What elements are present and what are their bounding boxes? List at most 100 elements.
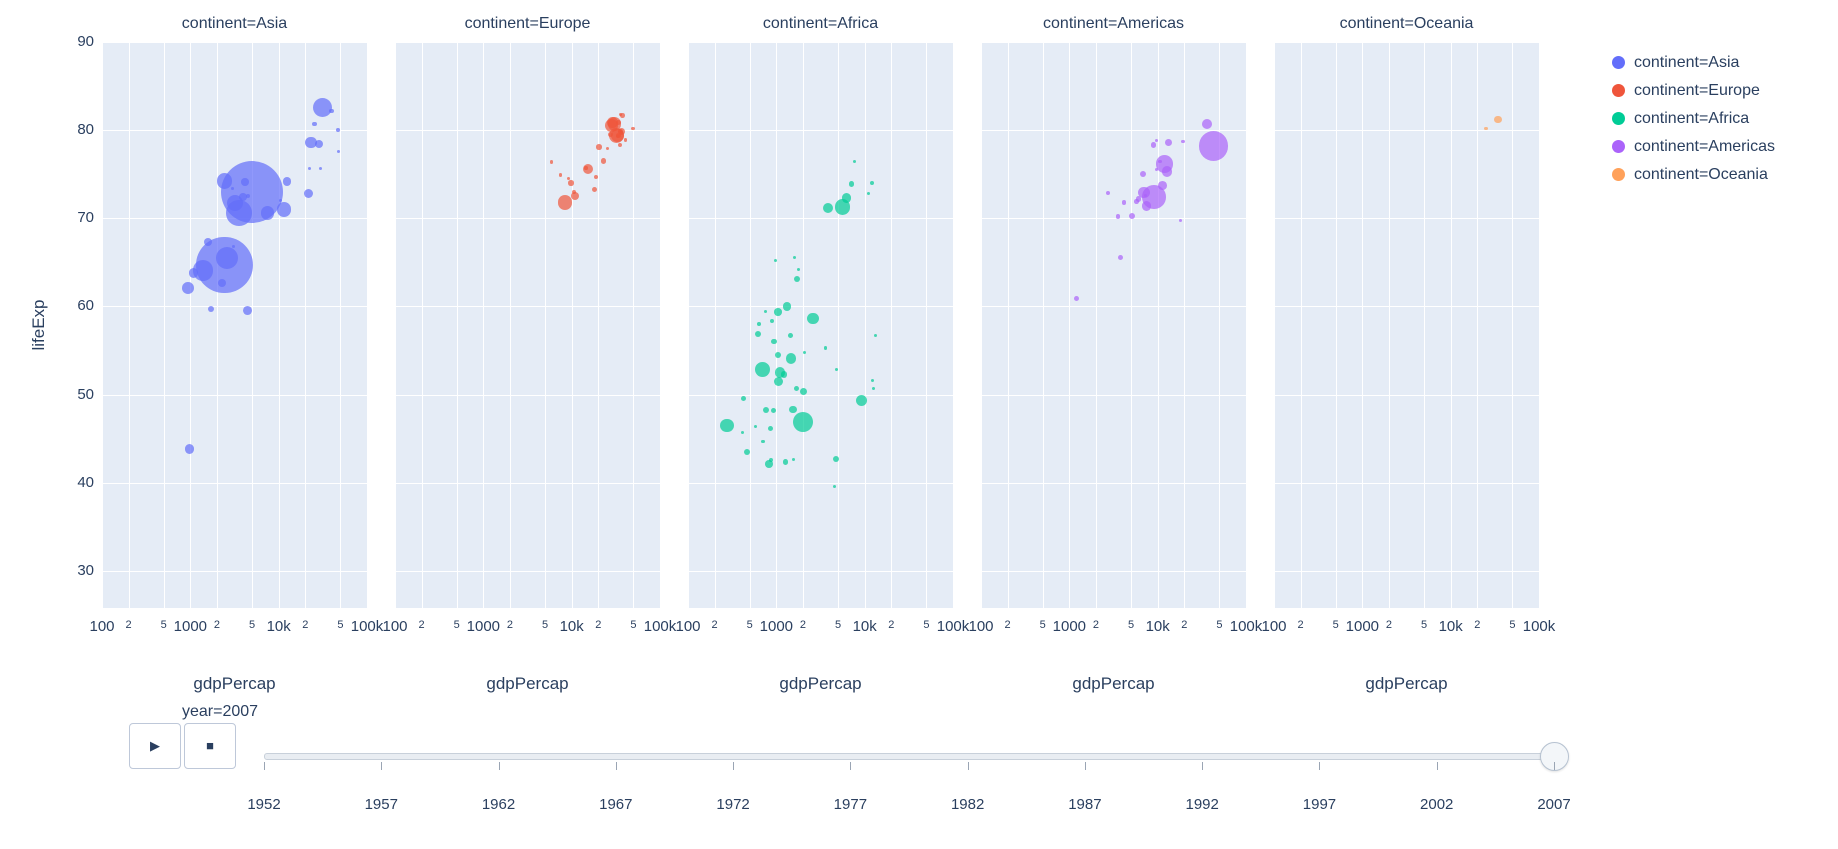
scatter-point[interactable]: [570, 192, 579, 201]
scatter-point[interactable]: [568, 180, 574, 186]
scatter-point[interactable]: [1164, 139, 1172, 146]
scatter-point[interactable]: [607, 131, 614, 138]
scatter-point[interactable]: [207, 305, 215, 313]
scatter-point[interactable]: [1129, 212, 1136, 219]
scatter-point[interactable]: [793, 412, 814, 432]
scatter-point[interactable]: [870, 379, 874, 383]
scatter-point[interactable]: [856, 395, 868, 407]
scatter-point[interactable]: [1141, 201, 1151, 211]
slider-tick-label[interactable]: 1997: [1302, 796, 1337, 813]
scatter-point[interactable]: [312, 121, 317, 127]
scatter-point[interactable]: [1181, 139, 1185, 144]
scatter-point[interactable]: [789, 406, 797, 414]
scatter-point[interactable]: [744, 448, 751, 455]
scatter-point[interactable]: [182, 282, 195, 294]
scatter-point[interactable]: [782, 458, 789, 465]
scatter-point[interactable]: [618, 129, 624, 135]
scatter-point[interactable]: [773, 376, 784, 387]
scatter-point[interactable]: [802, 350, 806, 354]
scatter-point[interactable]: [792, 458, 796, 462]
scatter-point[interactable]: [720, 418, 735, 433]
scatter-point[interactable]: [593, 174, 598, 179]
scatter-point[interactable]: [571, 189, 577, 195]
scatter-point[interactable]: [550, 160, 554, 164]
scatter-point[interactable]: [1155, 168, 1159, 172]
scatter-point[interactable]: [1154, 139, 1158, 143]
scatter-point[interactable]: [768, 425, 774, 431]
slider-track[interactable]: [264, 753, 1564, 760]
scatter-point[interactable]: [619, 112, 623, 116]
scatter-point[interactable]: [771, 339, 777, 345]
scatter-point[interactable]: [319, 167, 323, 171]
scatter-point[interactable]: [794, 385, 800, 392]
slider-tick-label[interactable]: 1957: [364, 796, 398, 813]
scatter-point[interactable]: [754, 361, 770, 377]
scatter-point[interactable]: [833, 456, 840, 462]
scatter-point[interactable]: [582, 163, 594, 175]
scatter-point[interactable]: [231, 186, 235, 191]
scatter-point[interactable]: [774, 308, 782, 316]
scatter-point[interactable]: [1134, 199, 1139, 204]
scatter-point[interactable]: [307, 167, 311, 171]
scatter-point[interactable]: [869, 180, 874, 186]
scatter-point[interactable]: [620, 112, 625, 118]
scatter-point[interactable]: [313, 97, 333, 117]
slider-tick-label[interactable]: 1977: [833, 796, 868, 813]
scatter-point[interactable]: [192, 259, 214, 281]
scatter-point[interactable]: [740, 431, 745, 435]
scatter-point[interactable]: [1484, 126, 1488, 131]
scatter-point[interactable]: [277, 202, 292, 217]
scatter-point[interactable]: [558, 195, 573, 210]
slider-tick-label[interactable]: 1967: [599, 796, 633, 813]
scatter-point[interactable]: [835, 367, 839, 371]
scatter-point[interactable]: [216, 173, 233, 190]
scatter-point[interactable]: [761, 439, 765, 444]
scatter-point[interactable]: [189, 268, 199, 278]
scatter-point[interactable]: [787, 333, 793, 338]
scatter-point[interactable]: [631, 126, 635, 131]
scatter-point[interactable]: [1073, 296, 1079, 302]
scatter-point[interactable]: [1135, 196, 1141, 202]
scatter-point[interactable]: [246, 194, 251, 199]
scatter-point[interactable]: [226, 195, 243, 212]
scatter-point[interactable]: [1158, 160, 1162, 164]
scatter-point[interactable]: [215, 246, 239, 270]
scatter-point[interactable]: [591, 186, 597, 192]
scatter-point[interactable]: [260, 206, 275, 220]
scatter-point[interactable]: [1494, 115, 1502, 124]
scatter-point[interactable]: [282, 177, 292, 186]
scatter-point[interactable]: [793, 276, 800, 283]
scatter-point[interactable]: [1178, 218, 1182, 222]
legend-item[interactable]: continent=Europe: [1612, 80, 1775, 101]
scatter-point[interactable]: [217, 278, 226, 287]
scatter-point[interactable]: [329, 108, 334, 114]
scatter-point[interactable]: [866, 192, 870, 196]
scatter-point[interactable]: [1118, 254, 1124, 260]
scatter-point[interactable]: [1198, 131, 1229, 161]
scatter-point[interactable]: [336, 128, 340, 132]
scatter-point[interactable]: [558, 173, 563, 177]
scatter-point[interactable]: [824, 346, 828, 350]
legend-item[interactable]: continent=Asia: [1612, 52, 1775, 73]
slider-tick-label[interactable]: 1982: [950, 796, 985, 813]
scatter-point[interactable]: [243, 306, 253, 316]
scatter-point[interactable]: [741, 395, 747, 401]
scatter-point[interactable]: [567, 177, 571, 181]
scatter-point[interactable]: [800, 387, 808, 395]
scatter-point[interactable]: [852, 160, 856, 164]
scatter-point[interactable]: [623, 138, 628, 142]
scatter-point[interactable]: [1140, 171, 1147, 178]
scatter-point[interactable]: [606, 147, 610, 151]
scatter-point[interactable]: [753, 424, 757, 428]
scatter-point[interactable]: [822, 202, 833, 213]
legend-item[interactable]: continent=Americas: [1612, 136, 1775, 157]
scatter-point[interactable]: [780, 371, 788, 378]
legend-item[interactable]: continent=Oceania: [1612, 164, 1775, 185]
scatter-point[interactable]: [1138, 187, 1150, 199]
facet-panel[interactable]: [395, 42, 661, 608]
scatter-point[interactable]: [1150, 142, 1157, 149]
scatter-point[interactable]: [1161, 166, 1173, 177]
scatter-point[interactable]: [584, 166, 589, 170]
facet-panel[interactable]: [102, 42, 368, 608]
scatter-point[interactable]: [615, 119, 621, 125]
